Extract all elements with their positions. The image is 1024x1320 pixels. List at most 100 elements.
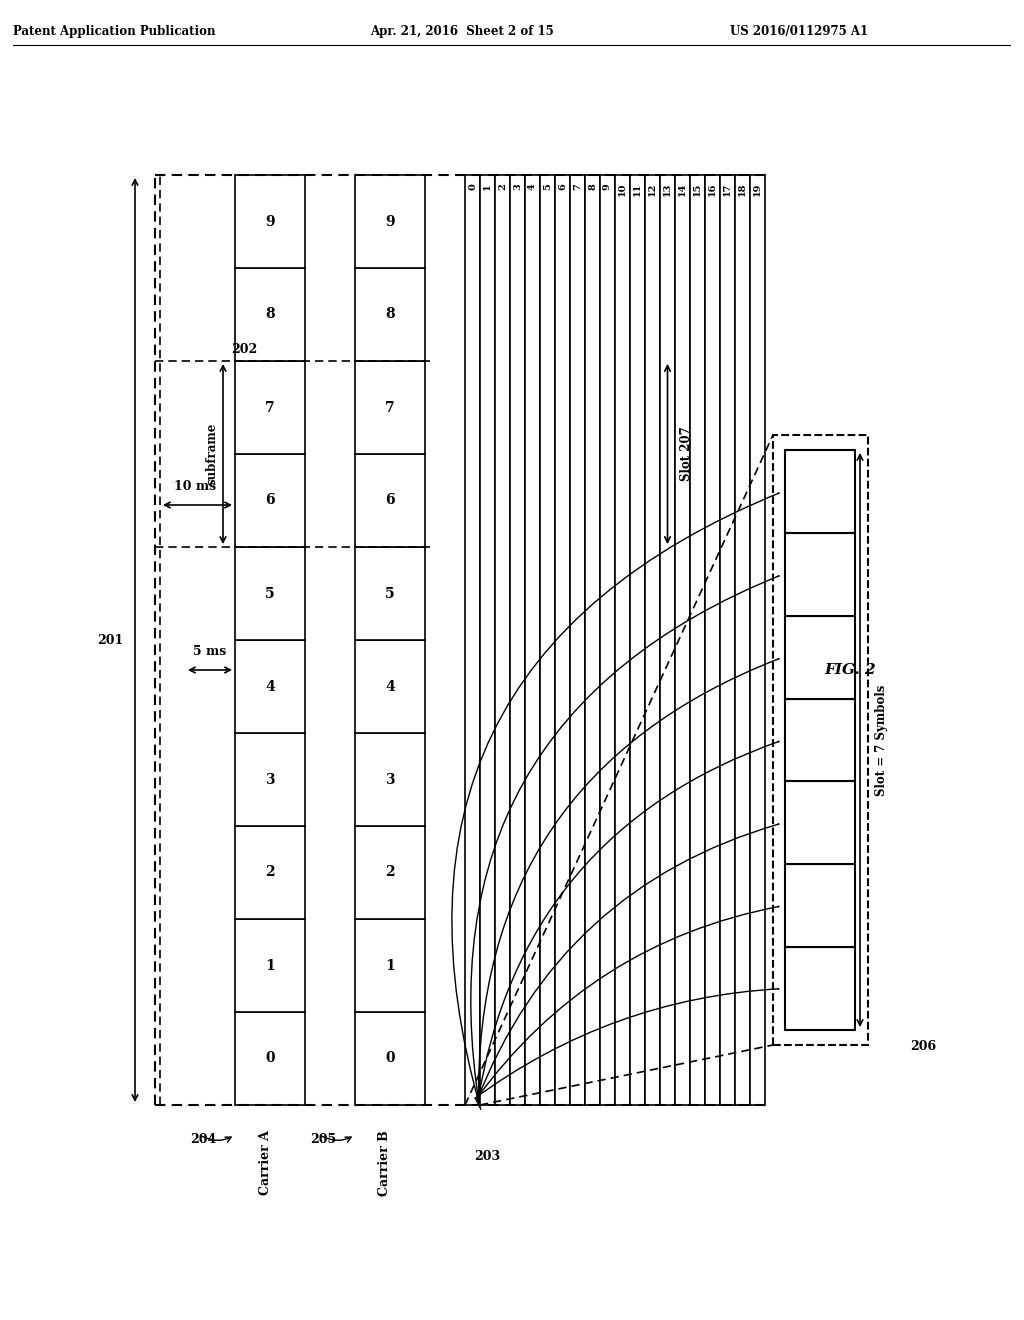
FancyArrowPatch shape bbox=[452, 492, 779, 1109]
Text: 6: 6 bbox=[558, 183, 567, 190]
Text: 206: 206 bbox=[910, 1040, 936, 1053]
FancyArrowPatch shape bbox=[475, 989, 778, 1098]
Text: 0: 0 bbox=[385, 1052, 395, 1065]
Text: US 2016/0112975 A1: US 2016/0112975 A1 bbox=[730, 25, 868, 38]
Bar bbox=[355, 640, 425, 733]
Text: Apr. 21, 2016  Sheet 2 of 15: Apr. 21, 2016 Sheet 2 of 15 bbox=[370, 25, 554, 38]
Bar bbox=[555, 176, 570, 1105]
Text: 15: 15 bbox=[693, 183, 702, 197]
Text: 14: 14 bbox=[678, 183, 687, 197]
Text: 7: 7 bbox=[385, 400, 395, 414]
Text: 5: 5 bbox=[543, 183, 552, 190]
Text: 201: 201 bbox=[96, 634, 123, 647]
Bar bbox=[465, 176, 480, 1105]
Bar bbox=[234, 733, 305, 826]
FancyArrowPatch shape bbox=[477, 742, 779, 1104]
Text: 18: 18 bbox=[738, 183, 746, 197]
Text: 205: 205 bbox=[310, 1133, 336, 1146]
Bar bbox=[355, 733, 425, 826]
Text: 4: 4 bbox=[385, 680, 395, 693]
Bar bbox=[355, 1012, 425, 1105]
Bar bbox=[785, 698, 855, 781]
FancyArrowPatch shape bbox=[475, 907, 778, 1100]
Text: 1: 1 bbox=[265, 958, 274, 973]
Text: Patent Application Publication: Patent Application Publication bbox=[13, 25, 215, 38]
Bar bbox=[495, 176, 510, 1105]
Bar bbox=[785, 865, 855, 948]
Text: 2: 2 bbox=[385, 866, 395, 879]
Text: Slot = 7 Symbols: Slot = 7 Symbols bbox=[874, 684, 888, 796]
FancyArrowPatch shape bbox=[476, 824, 779, 1101]
Bar bbox=[720, 176, 735, 1105]
Text: 3: 3 bbox=[513, 183, 522, 190]
Text: subframe: subframe bbox=[205, 422, 218, 486]
Text: 8: 8 bbox=[588, 183, 597, 190]
Bar bbox=[645, 176, 660, 1105]
Bar bbox=[234, 176, 305, 268]
Bar bbox=[525, 176, 540, 1105]
Bar bbox=[355, 176, 425, 268]
Text: 12: 12 bbox=[648, 183, 657, 197]
Bar bbox=[773, 436, 868, 1045]
Text: Carrier A: Carrier A bbox=[258, 1130, 271, 1195]
Text: 9: 9 bbox=[603, 183, 612, 190]
Bar bbox=[585, 176, 600, 1105]
Bar bbox=[234, 546, 305, 640]
Text: 19: 19 bbox=[753, 183, 762, 197]
Text: 2: 2 bbox=[265, 866, 274, 879]
Bar bbox=[355, 919, 425, 1012]
Text: 3: 3 bbox=[385, 772, 395, 787]
Bar bbox=[355, 454, 425, 546]
Bar bbox=[785, 948, 855, 1030]
FancyArrowPatch shape bbox=[478, 659, 779, 1105]
Text: 1: 1 bbox=[385, 958, 395, 973]
Text: 10 ms: 10 ms bbox=[174, 480, 216, 492]
Text: FIG. 2: FIG. 2 bbox=[824, 663, 876, 677]
Text: 6: 6 bbox=[265, 494, 274, 507]
Bar bbox=[615, 176, 630, 1105]
Text: 0: 0 bbox=[265, 1052, 274, 1065]
Bar bbox=[735, 176, 750, 1105]
Bar bbox=[570, 176, 585, 1105]
Bar bbox=[234, 268, 305, 360]
Bar bbox=[785, 450, 855, 533]
Bar bbox=[234, 826, 305, 919]
Text: 4: 4 bbox=[528, 183, 537, 190]
Text: 204: 204 bbox=[190, 1133, 216, 1146]
Text: 7: 7 bbox=[573, 183, 582, 190]
Text: 3: 3 bbox=[265, 772, 274, 787]
Text: 5: 5 bbox=[265, 586, 274, 601]
Bar bbox=[600, 176, 615, 1105]
Text: 17: 17 bbox=[723, 183, 732, 197]
Bar bbox=[355, 360, 425, 454]
Bar bbox=[234, 360, 305, 454]
Text: 4: 4 bbox=[265, 680, 274, 693]
Bar bbox=[234, 454, 305, 546]
Text: 1: 1 bbox=[483, 183, 492, 190]
Bar bbox=[355, 546, 425, 640]
Text: 203: 203 bbox=[474, 1150, 501, 1163]
Text: 11: 11 bbox=[633, 183, 642, 197]
Bar bbox=[785, 781, 855, 865]
Bar bbox=[675, 176, 690, 1105]
Bar bbox=[355, 268, 425, 360]
Text: 2: 2 bbox=[498, 183, 507, 190]
Text: 8: 8 bbox=[265, 308, 274, 322]
Text: 202: 202 bbox=[231, 343, 257, 356]
Text: 6: 6 bbox=[385, 494, 395, 507]
Bar bbox=[510, 176, 525, 1105]
Text: 16: 16 bbox=[708, 183, 717, 197]
Bar bbox=[540, 176, 555, 1105]
Bar bbox=[630, 176, 645, 1105]
Text: 5 ms: 5 ms bbox=[194, 645, 226, 657]
Text: 9: 9 bbox=[385, 214, 395, 228]
Text: 7: 7 bbox=[265, 400, 274, 414]
Text: 8: 8 bbox=[385, 308, 395, 322]
Bar bbox=[234, 919, 305, 1012]
Text: Slot 207: Slot 207 bbox=[680, 426, 692, 482]
Bar bbox=[234, 640, 305, 733]
Text: 5: 5 bbox=[385, 586, 395, 601]
Bar bbox=[355, 826, 425, 919]
Bar bbox=[750, 176, 765, 1105]
Text: 9: 9 bbox=[265, 214, 274, 228]
